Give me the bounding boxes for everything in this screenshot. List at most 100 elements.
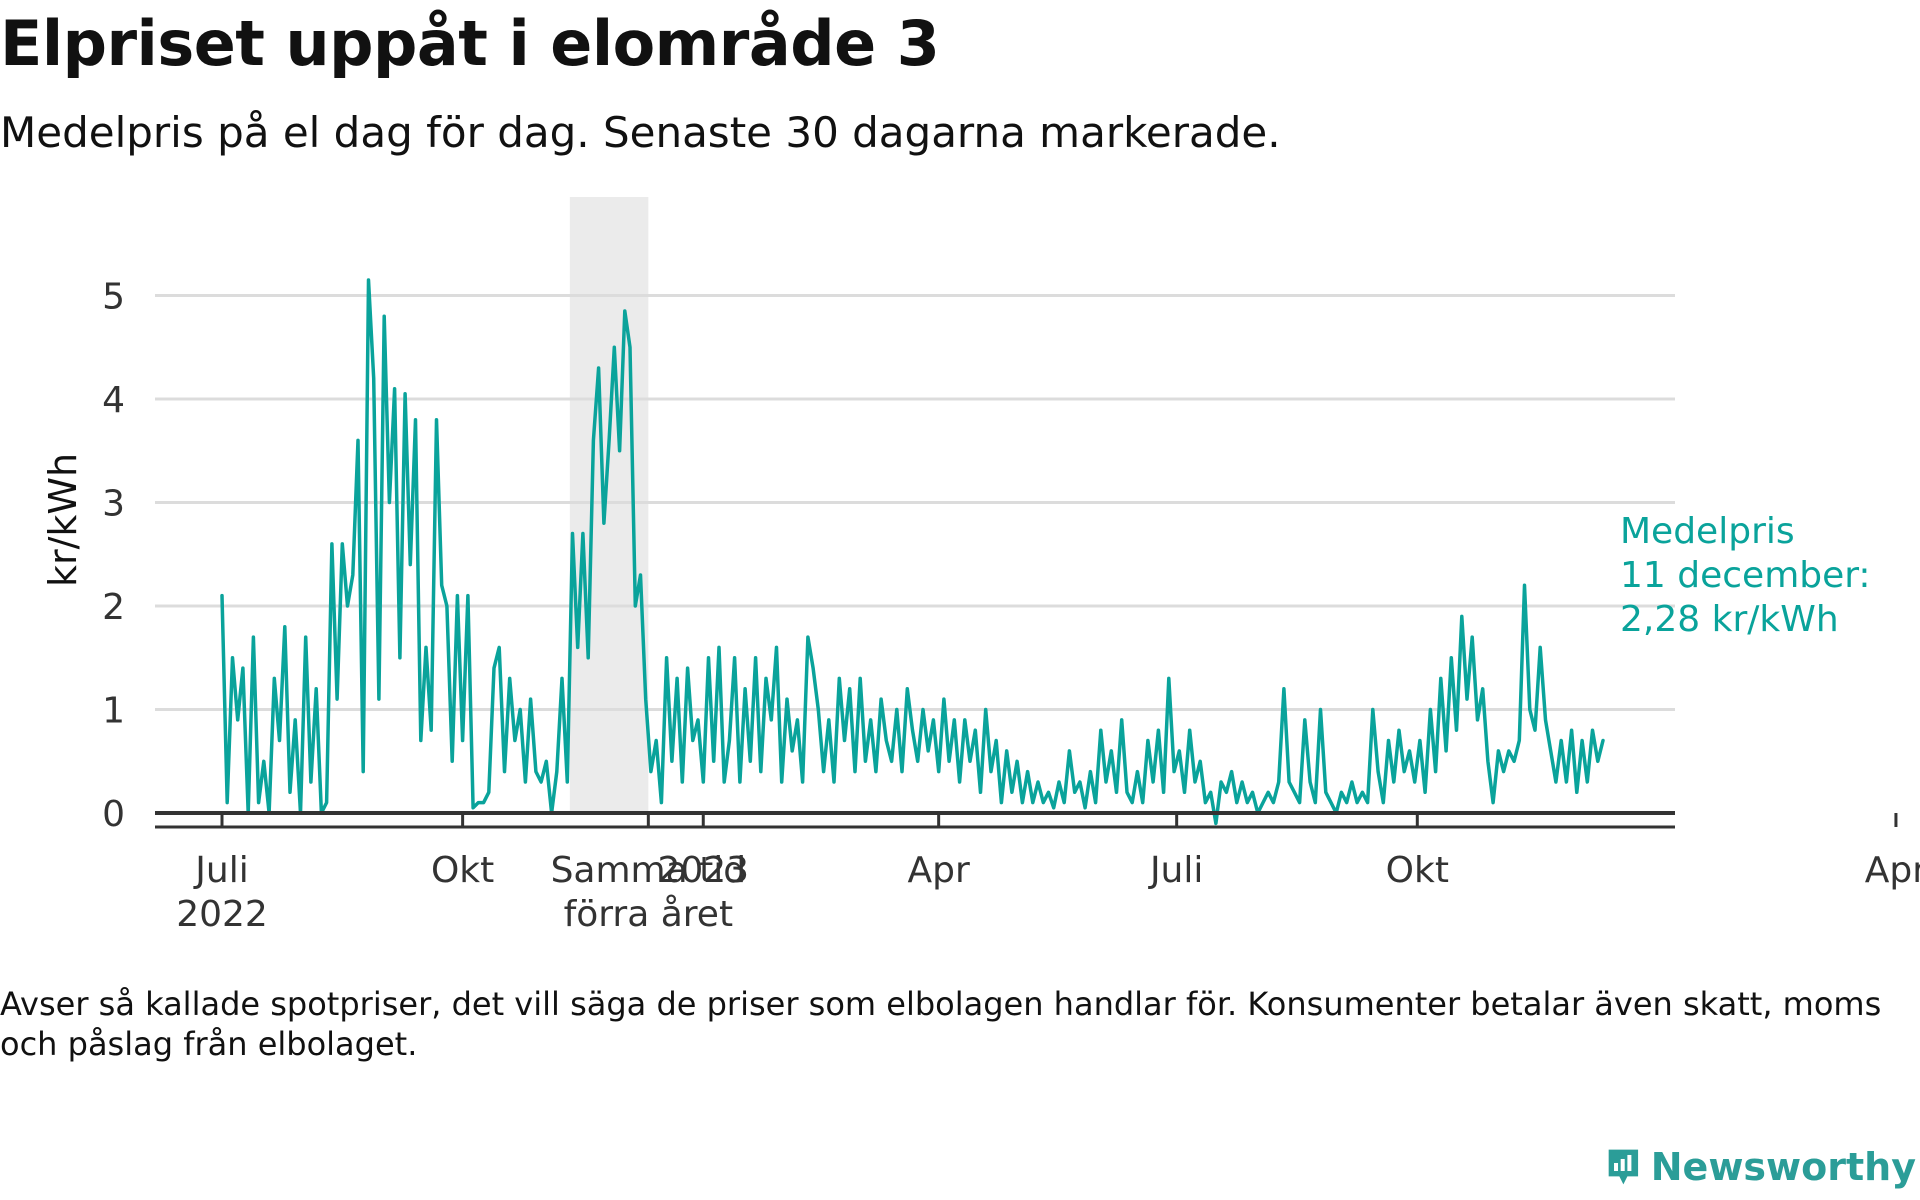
data-point-204 [1288,781,1290,783]
data-point-167 [1095,802,1097,804]
data-point-51 [488,791,490,793]
data-point-80 [640,574,641,576]
data-point-119 [844,740,845,741]
data-point-135 [927,750,929,752]
data-point-262 [1592,729,1593,731]
data-point-137 [938,771,940,773]
data-point-230 [1424,791,1426,793]
data-point-71 [592,439,594,441]
data-point-254 [1550,750,1552,752]
data-point-146 [985,709,987,710]
data-point-67 [572,533,573,534]
series-line-0 [220,278,1605,826]
data-point-256 [1560,740,1562,741]
data-point-59 [530,698,532,700]
data-point-237 [1461,615,1463,617]
data-point-145 [980,791,981,793]
x-tick-label2-6: förra året [564,894,734,935]
data-point-192 [1225,791,1227,793]
data-point-225 [1398,729,1400,731]
data-point-170 [1110,750,1112,752]
data-point-191 [1220,781,1222,783]
data-point-39 [425,646,427,648]
data-point-184 [1184,791,1185,793]
y-tick-label-0: 0 [102,794,125,835]
data-point-187 [1199,760,1201,762]
data-point-246 [1508,750,1510,752]
data-point-217 [1356,802,1358,804]
data-point-27 [362,771,364,773]
data-point-215 [1346,802,1348,804]
data-point-48 [472,807,474,809]
data-point-110 [796,719,798,721]
data-point-139 [948,760,950,762]
data-point-181 [1168,677,1170,679]
data-point-232 [1435,771,1437,773]
data-point-113 [812,667,814,669]
data-point-13 [289,791,291,793]
y-axis-label: kr/kWh [41,453,85,587]
data-point-212 [1330,802,1332,804]
data-point-52 [493,667,495,669]
data-point-249 [1524,584,1525,586]
data-point-205 [1293,791,1295,793]
data-point-259 [1576,791,1578,793]
data-point-14 [294,719,296,721]
data-point-153 [1021,802,1023,804]
data-point-24 [347,605,348,607]
data-point-88 [681,781,683,783]
data-point-91 [697,719,699,721]
data-point-224 [1393,781,1395,783]
data-point-244 [1497,750,1499,752]
y-tick-label-1: 1 [102,691,125,732]
data-point-182 [1173,771,1175,773]
data-point-147 [990,771,992,773]
data-point-82 [650,771,652,773]
data-point-173 [1126,791,1128,793]
data-point-77 [624,310,626,312]
data-point-171 [1116,791,1117,793]
x-tick-label-0: Juli [193,850,248,891]
data-point-85 [666,657,668,659]
data-point-189 [1210,791,1212,793]
data-point-206 [1299,802,1301,804]
data-point-75 [613,346,615,348]
data-point-203 [1283,688,1285,690]
data-point-195 [1241,781,1243,783]
data-point-26 [357,439,359,441]
data-point-228 [1414,781,1416,783]
data-point-74 [608,439,610,441]
chart-title: Elpriset uppåt i elområde 3 [0,7,940,80]
data-point-69 [582,533,584,534]
data-point-92 [702,781,704,783]
data-point-200 [1267,791,1269,793]
data-point-64 [556,771,558,773]
data-point-194 [1236,802,1238,804]
data-point-183 [1178,750,1180,752]
data-point-161 [1063,802,1065,804]
data-point-34 [399,657,401,659]
data-point-16 [305,636,307,638]
data-point-3 [237,719,239,721]
data-point-61 [540,781,542,783]
newsworthy-logo-icon [1608,1149,1639,1185]
data-point-197 [1252,791,1253,793]
data-point-1 [226,802,228,804]
data-point-185 [1189,729,1191,731]
data-point-176 [1142,802,1144,804]
data-point-65 [561,677,563,679]
data-point-50 [483,802,485,804]
data-point-102 [755,657,757,659]
data-point-123 [864,760,866,762]
highlight-band-0 [569,197,649,813]
data-point-140 [953,719,955,721]
data-point-210 [1320,709,1321,710]
annotation-line-1: 11 december: [1620,555,1871,596]
data-point-142 [964,719,966,721]
data-point-149 [1000,802,1002,804]
data-point-126 [880,698,882,700]
data-point-252 [1539,646,1541,648]
data-point-221 [1377,771,1379,773]
data-point-208 [1309,781,1311,783]
data-point-41 [436,419,437,421]
